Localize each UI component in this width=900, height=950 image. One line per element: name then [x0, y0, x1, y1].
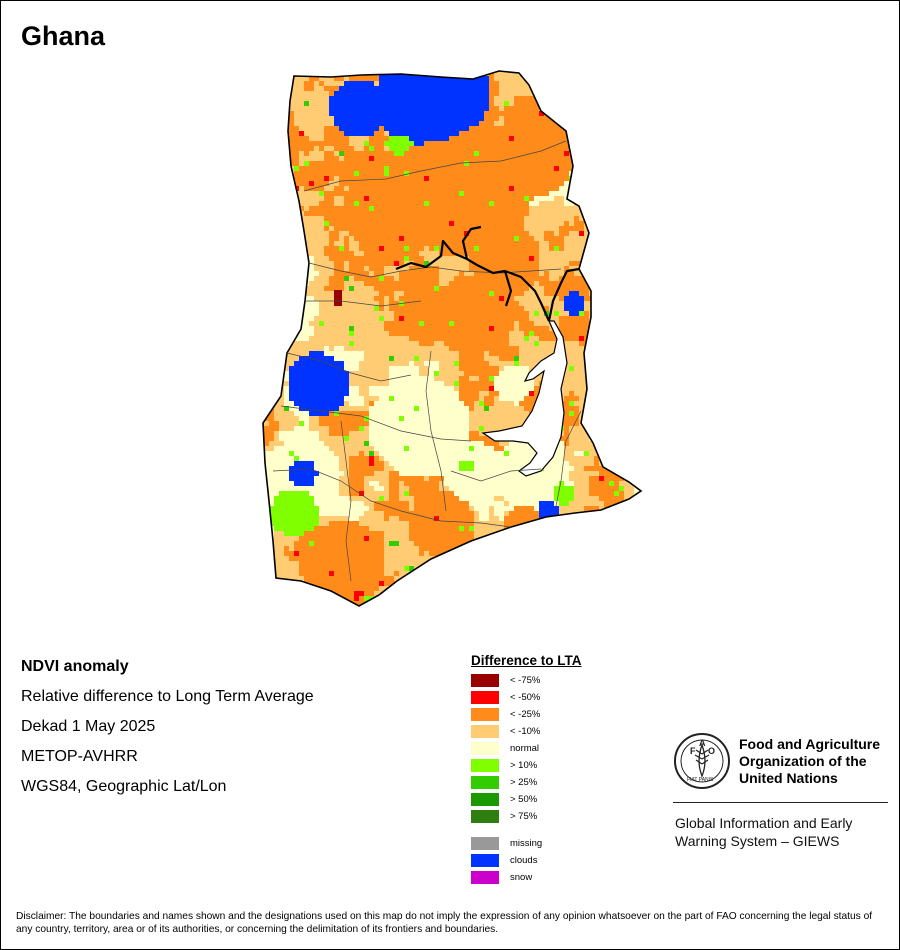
organization-name: Food and Agriculture Organization of the… — [739, 736, 899, 787]
lake-volta — [481, 320, 568, 477]
legend-swatch — [471, 759, 499, 772]
legend-swatch — [471, 725, 499, 738]
giews-line-1: Global Information and Early — [675, 815, 853, 831]
info-description: Relative difference to Long Term Average — [21, 688, 314, 705]
legend-label: > 75% — [510, 811, 538, 822]
legend-label: normal — [510, 743, 540, 754]
region-boundary — [303, 140, 567, 192]
region-boundary — [280, 405, 472, 442]
legend-swatch — [471, 674, 499, 687]
organization-name-line-2: Organization of the — [739, 753, 867, 769]
organization-name-line-3: United Nations — [739, 770, 838, 786]
legend-swatch — [471, 793, 499, 806]
giews-program: Global Information and Early Warning Sys… — [675, 814, 852, 850]
fao-logo-letter-f: F — [690, 746, 696, 756]
region-boundary — [340, 420, 352, 582]
disclaimer: Disclaimer: The boundaries and names sho… — [16, 911, 873, 935]
legend-label: > 10% — [510, 760, 538, 771]
region-boundary — [305, 300, 422, 307]
ndvi-raster — [263, 71, 641, 606]
legend-label: snow — [510, 872, 533, 883]
legend-label: < -75% — [510, 675, 541, 686]
legend-label: < -10% — [510, 726, 541, 737]
legend-title: Difference to LTA — [471, 653, 582, 668]
organization-name-line-1: Food and Agriculture — [739, 736, 881, 752]
giews-line-2: Warning System – GIEWS — [675, 833, 840, 849]
river — [395, 239, 551, 322]
legend-label: missing — [510, 838, 543, 849]
region-boundary — [272, 468, 512, 528]
region-boundary — [425, 350, 447, 512]
legend-label: clouds — [510, 855, 538, 866]
legend-swatch — [471, 871, 499, 884]
legend-swatch — [471, 837, 499, 850]
organization-divider — [673, 802, 888, 803]
fao-logo-letter-a: A — [699, 738, 706, 748]
legend-swatch — [471, 854, 499, 867]
info-heading: NDVI anomaly — [21, 658, 129, 675]
info-sensor: METOP-AVHRR — [21, 748, 138, 765]
legend-swatch — [471, 810, 499, 823]
legend-swatch — [471, 776, 499, 789]
region-boundary — [555, 410, 582, 507]
river — [461, 225, 482, 260]
river — [547, 267, 580, 322]
fao-logo-letter-o: O — [708, 746, 715, 756]
info-period: Dekad 1 May 2025 — [21, 718, 156, 735]
map-title: Ghana — [21, 21, 106, 51]
legend-label: < -25% — [510, 709, 541, 720]
info-projection: WGS84, Geographic Lat/Lon — [21, 778, 227, 795]
legend-label: > 50% — [510, 794, 538, 805]
country-border — [262, 70, 643, 607]
region-boundary — [286, 352, 412, 382]
river — [503, 270, 513, 307]
legend-label: < -50% — [510, 692, 541, 703]
legend-swatch — [471, 708, 499, 721]
map-boundaries — [262, 70, 643, 607]
legend-swatch — [471, 691, 499, 704]
legend-swatch — [471, 742, 499, 755]
region-boundary — [450, 468, 542, 482]
legend-label: > 25% — [510, 777, 538, 788]
fao-logo-motto: FIAT PANIS — [687, 777, 714, 783]
fao-logo-icon: F A O FIAT PANIS — [674, 733, 730, 789]
region-boundary — [308, 262, 562, 278]
